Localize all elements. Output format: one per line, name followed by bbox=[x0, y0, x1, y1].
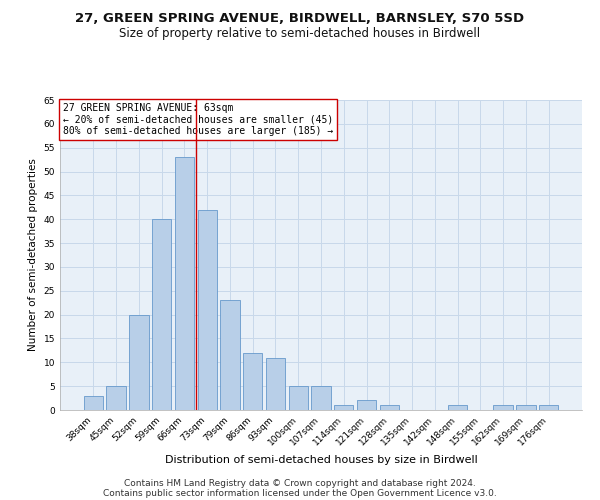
Bar bbox=[84, 396, 103, 410]
Bar bbox=[129, 314, 149, 410]
Bar bbox=[493, 405, 513, 410]
Bar bbox=[266, 358, 285, 410]
Text: Contains public sector information licensed under the Open Government Licence v3: Contains public sector information licen… bbox=[103, 488, 497, 498]
Bar bbox=[243, 353, 262, 410]
X-axis label: Distribution of semi-detached houses by size in Birdwell: Distribution of semi-detached houses by … bbox=[164, 456, 478, 466]
Bar bbox=[175, 157, 194, 410]
Bar bbox=[380, 405, 399, 410]
Bar bbox=[357, 400, 376, 410]
Bar bbox=[516, 405, 536, 410]
Bar bbox=[334, 405, 353, 410]
Bar bbox=[152, 219, 172, 410]
Bar bbox=[106, 386, 126, 410]
Bar bbox=[197, 210, 217, 410]
Text: Size of property relative to semi-detached houses in Birdwell: Size of property relative to semi-detach… bbox=[119, 28, 481, 40]
Text: 27, GREEN SPRING AVENUE, BIRDWELL, BARNSLEY, S70 5SD: 27, GREEN SPRING AVENUE, BIRDWELL, BARNS… bbox=[76, 12, 524, 26]
Bar bbox=[311, 386, 331, 410]
Bar bbox=[289, 386, 308, 410]
Bar bbox=[539, 405, 558, 410]
Text: 27 GREEN SPRING AVENUE: 63sqm
← 20% of semi-detached houses are smaller (45)
80%: 27 GREEN SPRING AVENUE: 63sqm ← 20% of s… bbox=[62, 103, 333, 136]
Bar bbox=[220, 300, 239, 410]
Text: Contains HM Land Registry data © Crown copyright and database right 2024.: Contains HM Land Registry data © Crown c… bbox=[124, 478, 476, 488]
Y-axis label: Number of semi-detached properties: Number of semi-detached properties bbox=[28, 158, 38, 352]
Bar bbox=[448, 405, 467, 410]
